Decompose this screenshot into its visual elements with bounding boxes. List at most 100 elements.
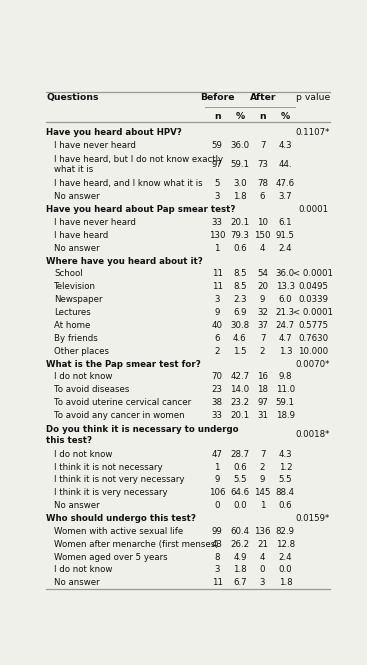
Text: I think it is not necessary: I think it is not necessary bbox=[54, 462, 163, 471]
Text: 99: 99 bbox=[212, 527, 222, 536]
Text: Who should undergo this test?: Who should undergo this test? bbox=[47, 514, 196, 523]
Text: 8: 8 bbox=[214, 553, 220, 562]
Text: 0.0159*: 0.0159* bbox=[296, 514, 330, 523]
Text: 59: 59 bbox=[212, 141, 222, 150]
Text: 2: 2 bbox=[260, 462, 265, 471]
Text: 4.6: 4.6 bbox=[233, 334, 247, 342]
Text: 12.8: 12.8 bbox=[276, 540, 295, 549]
Text: 97: 97 bbox=[257, 398, 268, 407]
Text: 47: 47 bbox=[212, 450, 223, 459]
Text: 11: 11 bbox=[212, 282, 223, 291]
Text: 2.4: 2.4 bbox=[279, 553, 292, 562]
Text: 18: 18 bbox=[257, 385, 268, 394]
Text: 2: 2 bbox=[214, 346, 220, 356]
Text: 1: 1 bbox=[214, 462, 220, 471]
Text: I have never heard: I have never heard bbox=[54, 218, 136, 227]
Text: Women with active sexual life: Women with active sexual life bbox=[54, 527, 184, 536]
Text: 6: 6 bbox=[260, 192, 265, 201]
Text: 0.7630: 0.7630 bbox=[298, 334, 328, 342]
Text: By friends: By friends bbox=[54, 334, 98, 342]
Text: 23: 23 bbox=[212, 385, 223, 394]
Text: No answer: No answer bbox=[54, 501, 100, 510]
Text: After: After bbox=[250, 93, 276, 102]
Text: Women after menarche (first menses): Women after menarche (first menses) bbox=[54, 540, 219, 549]
Text: 106: 106 bbox=[209, 488, 225, 497]
Text: 0.0339: 0.0339 bbox=[298, 295, 328, 304]
Text: I think it is very necessary: I think it is very necessary bbox=[54, 488, 168, 497]
Text: 28.7: 28.7 bbox=[230, 450, 250, 459]
Text: 20: 20 bbox=[257, 282, 268, 291]
Text: 2.4: 2.4 bbox=[279, 243, 292, 253]
Text: 0.0018*: 0.0018* bbox=[296, 430, 330, 440]
Text: 59.1: 59.1 bbox=[230, 160, 249, 169]
Text: 0: 0 bbox=[260, 565, 265, 575]
Text: 0.0: 0.0 bbox=[233, 501, 247, 510]
Text: 0.0001: 0.0001 bbox=[298, 205, 328, 214]
Text: 20.1: 20.1 bbox=[230, 218, 250, 227]
Text: Before: Before bbox=[200, 93, 235, 102]
Text: Other places: Other places bbox=[54, 346, 109, 356]
Text: 30.8: 30.8 bbox=[230, 321, 250, 330]
Text: 0.0070*: 0.0070* bbox=[296, 360, 330, 368]
Text: 82.9: 82.9 bbox=[276, 527, 295, 536]
Text: 7: 7 bbox=[260, 141, 265, 150]
Text: 3.0: 3.0 bbox=[233, 180, 247, 188]
Text: 0.6: 0.6 bbox=[233, 243, 247, 253]
Text: 11: 11 bbox=[212, 579, 223, 587]
Text: p value: p value bbox=[295, 93, 330, 102]
Text: 24.7: 24.7 bbox=[276, 321, 295, 330]
Text: < 0.0001: < 0.0001 bbox=[293, 308, 333, 317]
Text: 9.8: 9.8 bbox=[279, 372, 292, 382]
Text: I do not know: I do not know bbox=[54, 372, 113, 382]
Text: 21: 21 bbox=[257, 540, 268, 549]
Text: Lectures: Lectures bbox=[54, 308, 91, 317]
Text: 18.9: 18.9 bbox=[276, 411, 295, 420]
Text: Have you heard about Pap smear test?: Have you heard about Pap smear test? bbox=[47, 205, 236, 214]
Text: 4.7: 4.7 bbox=[279, 334, 292, 342]
Text: 40: 40 bbox=[212, 321, 223, 330]
Text: 1: 1 bbox=[260, 501, 265, 510]
Text: 64.6: 64.6 bbox=[230, 488, 250, 497]
Text: 79.3: 79.3 bbox=[230, 231, 249, 240]
Text: 0.0: 0.0 bbox=[279, 565, 292, 575]
Text: 6: 6 bbox=[214, 334, 220, 342]
Text: 3: 3 bbox=[214, 295, 220, 304]
Text: 31: 31 bbox=[257, 411, 268, 420]
Text: 5: 5 bbox=[214, 180, 220, 188]
Text: 47.6: 47.6 bbox=[276, 180, 295, 188]
Text: 23.2: 23.2 bbox=[230, 398, 250, 407]
Text: n: n bbox=[214, 112, 221, 121]
Text: 9: 9 bbox=[214, 475, 220, 484]
Text: 97: 97 bbox=[212, 160, 222, 169]
Text: 73: 73 bbox=[257, 160, 268, 169]
Text: 6.1: 6.1 bbox=[279, 218, 292, 227]
Text: At home: At home bbox=[54, 321, 91, 330]
Text: 7: 7 bbox=[260, 450, 265, 459]
Text: 6.0: 6.0 bbox=[279, 295, 292, 304]
Text: I have heard: I have heard bbox=[54, 231, 109, 240]
Text: To avoid uterine cervical cancer: To avoid uterine cervical cancer bbox=[54, 398, 192, 407]
Text: 0: 0 bbox=[214, 501, 220, 510]
Text: 150: 150 bbox=[254, 231, 271, 240]
Text: 1.8: 1.8 bbox=[279, 579, 292, 587]
Text: %: % bbox=[235, 112, 244, 121]
Text: Have you heard about HPV?: Have you heard about HPV? bbox=[47, 128, 182, 137]
Text: No answer: No answer bbox=[54, 192, 100, 201]
Text: 1: 1 bbox=[214, 243, 220, 253]
Text: 0.6: 0.6 bbox=[279, 501, 292, 510]
Text: 4.3: 4.3 bbox=[279, 141, 292, 150]
Text: No answer: No answer bbox=[54, 243, 100, 253]
Text: 33: 33 bbox=[212, 411, 223, 420]
Text: 9: 9 bbox=[260, 295, 265, 304]
Text: 0.6: 0.6 bbox=[233, 462, 247, 471]
Text: 36.0: 36.0 bbox=[276, 269, 295, 279]
Text: 7: 7 bbox=[260, 334, 265, 342]
Text: 10: 10 bbox=[257, 218, 268, 227]
Text: 16: 16 bbox=[257, 372, 268, 382]
Text: 2.3: 2.3 bbox=[233, 295, 247, 304]
Text: 4: 4 bbox=[260, 553, 265, 562]
Text: Do you think it is necessary to undergo
this test?: Do you think it is necessary to undergo … bbox=[47, 425, 239, 445]
Text: 145: 145 bbox=[254, 488, 271, 497]
Text: 42.7: 42.7 bbox=[230, 372, 250, 382]
Text: 78: 78 bbox=[257, 180, 268, 188]
